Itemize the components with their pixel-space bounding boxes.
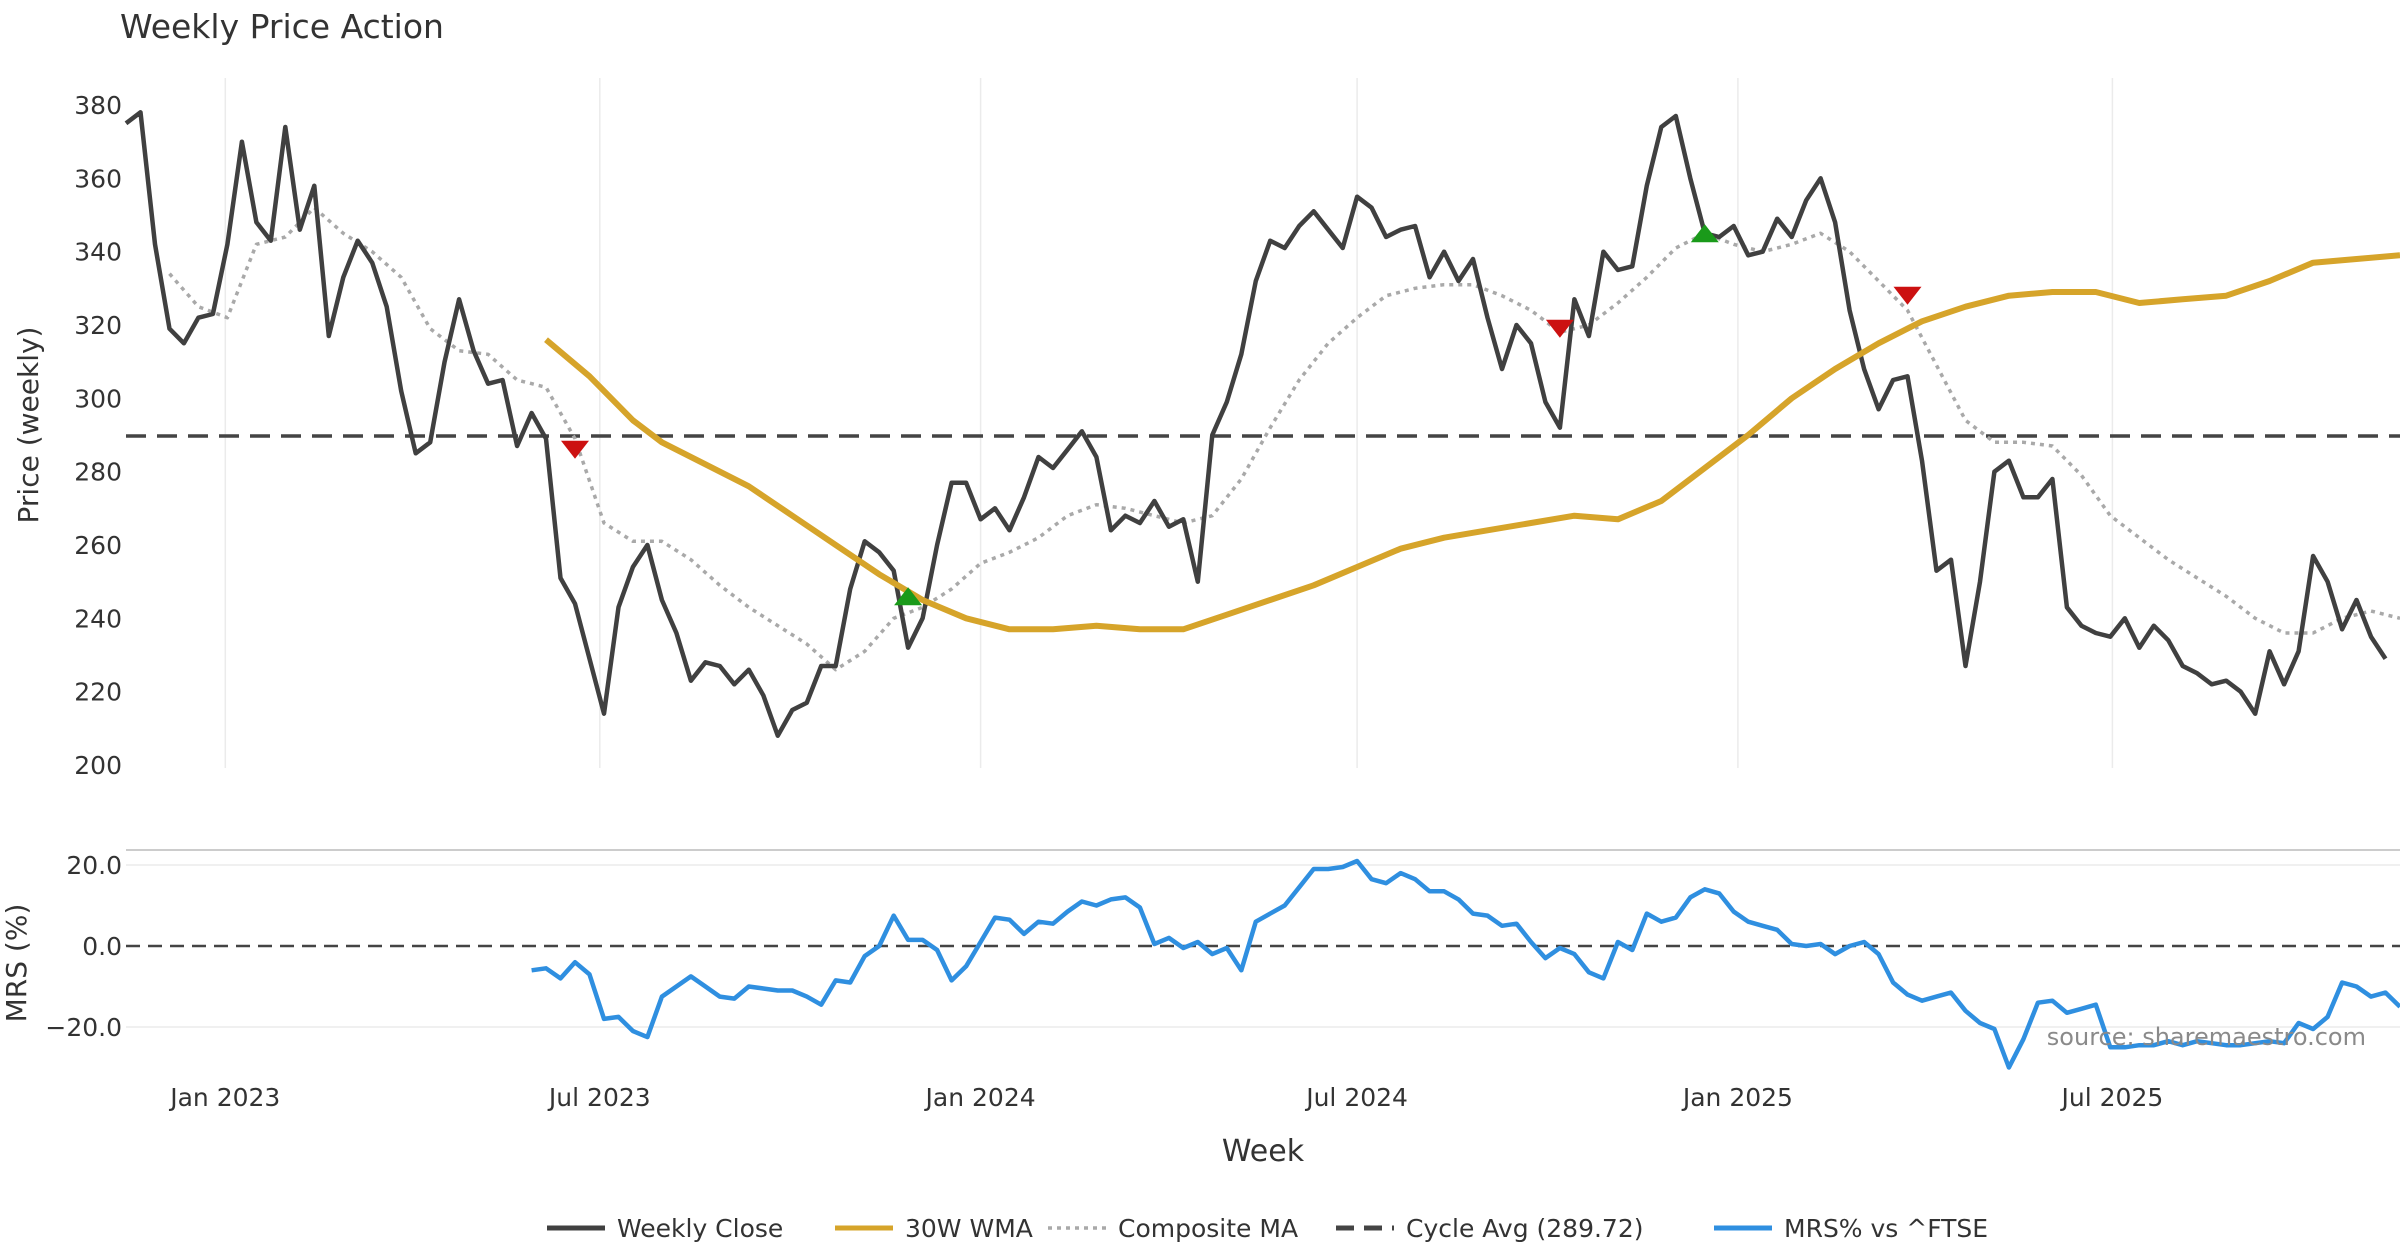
- price-ytick-label: 220: [74, 678, 122, 707]
- x-tick-label: Jul 2025: [2060, 1083, 2164, 1112]
- x-tick-label: Jan 2024: [924, 1083, 1036, 1112]
- wma-30w-line: [544, 252, 2400, 633]
- source-note: source: sharemaestro.com: [2047, 1023, 2366, 1051]
- chart-title: Weekly Price Action: [120, 7, 444, 46]
- price-ytick-label: 300: [74, 384, 122, 413]
- legend-label: MRS% vs ^FTSE: [1784, 1214, 1988, 1243]
- price-ytick-label: 340: [74, 238, 122, 267]
- buy-signal-marker: [894, 587, 923, 606]
- price-grid: [224, 78, 2114, 768]
- legend-label: Cycle Avg (289.72): [1406, 1214, 1644, 1243]
- sell-signal-marker: [1893, 286, 1922, 305]
- price-ytick-label: 320: [74, 311, 122, 340]
- legend-label: 30W WMA: [905, 1214, 1033, 1243]
- price-ytick-label: 260: [74, 531, 122, 560]
- x-tick-label: Jul 2024: [1304, 1083, 1408, 1112]
- x-ticks: Jan 2023 Jul 2023 Jan 2024 Jul 2024 Jan 2025…: [168, 1083, 2163, 1112]
- x-tick-label: Jan 2025: [1681, 1083, 1793, 1112]
- x-axis-label: Week: [1222, 1134, 1305, 1169]
- x-tick-label: Jan 2023: [168, 1083, 280, 1112]
- composite-ma-line: [168, 205, 2400, 672]
- sell-signal-marker: [1545, 319, 1574, 338]
- legend-label: Composite MA: [1118, 1214, 1298, 1243]
- sell-signal-marker: [561, 440, 589, 459]
- legend: Weekly Close 30W WMA Composite MA Cycle Avg…: [547, 1214, 1988, 1243]
- price-y-axis-label: Price (weekly): [12, 327, 45, 524]
- price-ytick-label: 200: [74, 751, 122, 780]
- mrs-ytick-label: 20.0: [66, 851, 122, 880]
- price-yticks: 200 220 240 260 280 300 320 340 360 380: [74, 91, 122, 780]
- mrs-yticks: 20.0 0.0 −20.0: [45, 851, 122, 1042]
- price-ytick-label: 380: [74, 91, 122, 120]
- buy-signal-marker: [1690, 224, 1719, 243]
- weekly-close-line: [124, 110, 2388, 738]
- x-tick-label: Jul 2023: [547, 1083, 651, 1112]
- signal-markers: [561, 224, 1922, 606]
- mrs-ytick-label: −20.0: [45, 1013, 122, 1042]
- price-ytick-label: 280: [74, 458, 122, 487]
- price-ytick-label: 240: [74, 604, 122, 633]
- mrs-ytick-label: 0.0: [82, 932, 122, 961]
- mrs-y-axis-label: MRS (%): [0, 904, 33, 1023]
- mrs-line: [531, 858, 2400, 1070]
- mrs-series-group: [531, 858, 2400, 1070]
- mrs-grid: [126, 864, 2400, 1028]
- price-ytick-label: 360: [74, 164, 122, 193]
- price-series: [124, 110, 2400, 738]
- legend-label: Weekly Close: [617, 1214, 783, 1243]
